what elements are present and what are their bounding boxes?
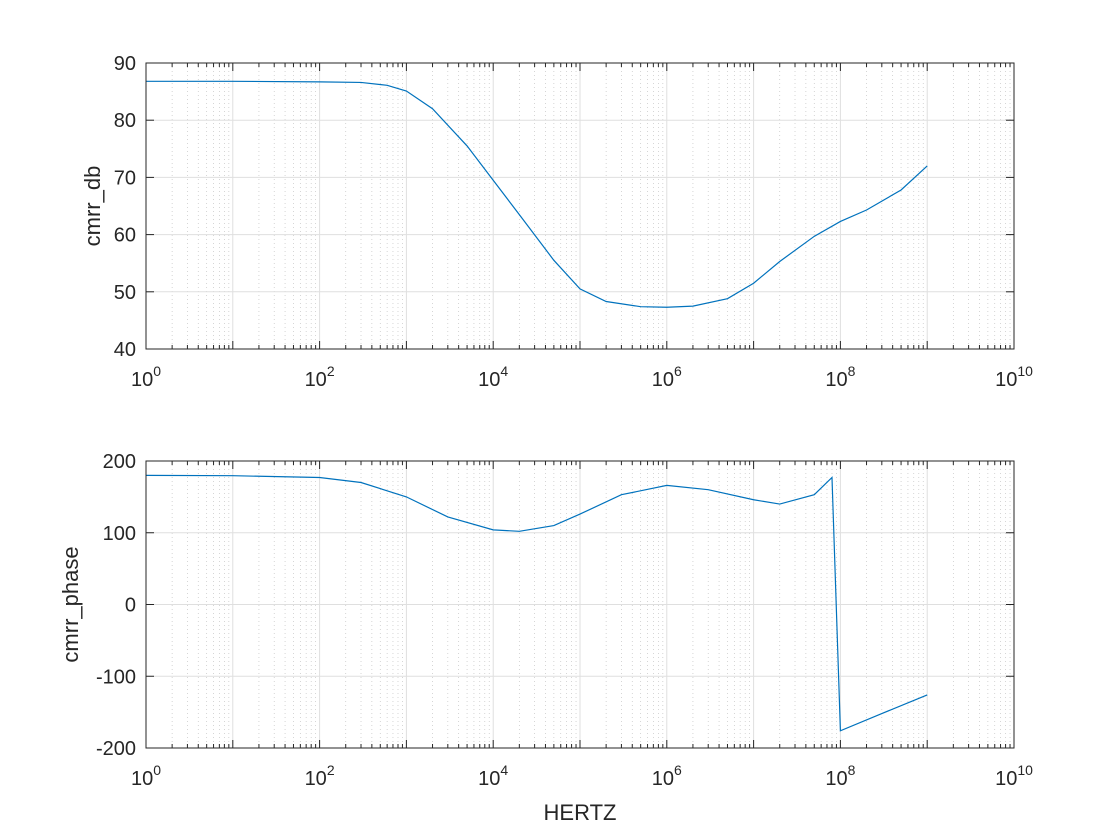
cmrr-phase-x-tick-base: 10 [131, 768, 153, 790]
cmrr-db-y-axis-label: cmrr_db [80, 166, 105, 247]
cmrr-phase-x-tick-base: 10 [305, 768, 327, 790]
cmrr-db-line [146, 80, 928, 308]
cmrr-phase-y-tick-labels: -200 -100 0 100 200 [96, 451, 136, 760]
cmrr-phase-ticks [145, 460, 1015, 749]
cmrr-db-x-tick-exponent: 6 [674, 363, 682, 379]
cmrr-db-x-tick-base: 10 [131, 369, 153, 391]
cmrr-db-x-tick-labels: 100 102 104 106 108 1010 [131, 363, 1033, 391]
cmrr-phase-line [145, 474, 928, 732]
cmrr-db-y-tick-label: 40 [114, 339, 136, 361]
cmrr-phase-x-tick-exponent: 4 [500, 762, 508, 778]
cmrr-phase-x-tick-base: 10 [478, 768, 500, 790]
cmrr-phase-y-tick-label: -100 [96, 666, 136, 688]
cmrr-phase-y-tick-label: 100 [103, 523, 136, 545]
cmrr-db-x-tick-exponent: 0 [153, 363, 161, 379]
cmrr-db-x-tick-exponent: 2 [327, 363, 335, 379]
cmrr-db-x-tick-label: 106 [652, 363, 682, 391]
cmrr-phase-x-tick-label: 1010 [995, 762, 1033, 790]
cmrr-db-y-tick-label: 50 [114, 282, 136, 304]
cmrr-db-y-tick-label: 70 [114, 167, 136, 189]
cmrr-phase-x-tick-label: 100 [131, 762, 161, 790]
cmrr-db-ticks [145, 62, 1015, 350]
cmrr-phase-grid [145, 460, 1015, 749]
cmrr-db-y-tick-labels: 40 50 60 70 80 90 [114, 53, 136, 361]
cmrr-phase-x-axis-label: HERTZ [544, 800, 617, 825]
cmrr-phase-x-tick-exponent: 2 [327, 762, 335, 778]
cmrr-phase-x-tick-exponent: 10 [1017, 762, 1033, 778]
cmrr-db-y-tick-label: 80 [114, 110, 136, 132]
cmrr-db-y-tick-label: 90 [114, 53, 136, 75]
cmrr-phase-x-tick-base: 10 [995, 768, 1017, 790]
cmrr-db-x-tick-label: 102 [305, 363, 335, 391]
cmrr-db-x-tick-label: 100 [131, 363, 161, 391]
cmrr-phase-x-tick-base: 10 [825, 768, 847, 790]
cmrr-phase-y-axis-label: cmrr_phase [58, 546, 83, 662]
cmrr-db-x-tick-exponent: 8 [848, 363, 856, 379]
cmrr-db-x-tick-exponent: 10 [1017, 363, 1033, 379]
cmrr-phase-x-tick-exponent: 6 [674, 762, 682, 778]
cmrr-db-grid [145, 62, 1015, 350]
cmrr-db-x-tick-base: 10 [652, 369, 674, 391]
cmrr-phase-x-tick-base: 10 [652, 768, 674, 790]
cmrr-phase-y-tick-label: 0 [125, 595, 136, 617]
cmrr-phase-x-tick-label: 108 [825, 762, 855, 790]
cmrr-db-y-tick-label: 60 [114, 225, 136, 247]
cmrr-phase-x-tick-label: 102 [305, 762, 335, 790]
cmrr-db-x-tick-base: 10 [995, 369, 1017, 391]
cmrr-phase-x-tick-label: 104 [478, 762, 508, 790]
cmrr-db-x-tick-base: 10 [478, 369, 500, 391]
cmrr-phase-x-tick-exponent: 0 [153, 762, 161, 778]
cmrr-phase-y-tick-label: 200 [103, 451, 136, 473]
cmrr-db-x-tick-base: 10 [305, 369, 327, 391]
cmrr-db-x-tick-label: 1010 [995, 363, 1033, 391]
cmrr-phase-x-tick-exponent: 8 [848, 762, 856, 778]
cmrr-phase-x-tick-labels: 100 102 104 106 108 1010 [131, 762, 1033, 790]
cmrr-db-x-tick-label: 108 [825, 363, 855, 391]
cmrr-db-x-tick-label: 104 [478, 363, 508, 391]
cmrr-db-x-tick-exponent: 4 [500, 363, 508, 379]
cmrr-phase-y-tick-label: -200 [96, 738, 136, 760]
cmrr-db-x-tick-base: 10 [825, 369, 847, 391]
cmrr-phase-x-tick-label: 106 [652, 762, 682, 790]
